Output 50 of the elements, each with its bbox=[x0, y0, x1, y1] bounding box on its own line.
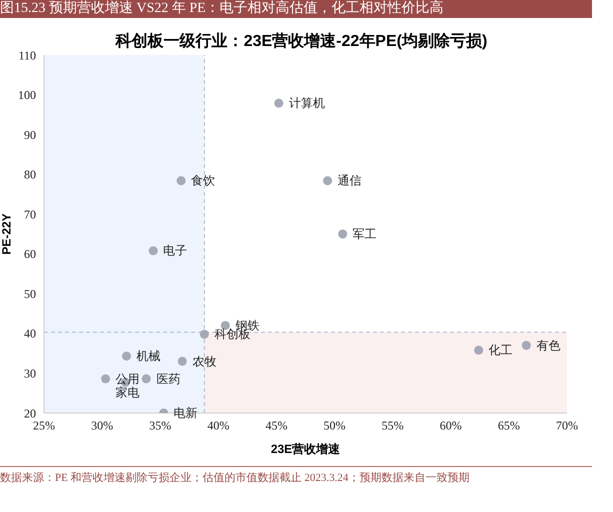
annotation: 化工 bbox=[488, 343, 513, 358]
annotation: 家电 bbox=[115, 385, 140, 400]
y-axis-title: PE-22Y bbox=[0, 213, 14, 255]
annotation: 食饮 bbox=[191, 174, 216, 188]
y-tick-label: 30 bbox=[24, 366, 36, 380]
x-tick-label: 50% bbox=[324, 418, 346, 433]
point bbox=[200, 330, 209, 339]
source-note: 数据来源：PE 和营收增速剔除亏损企业；估值的市值数据截止 2023.3.24；预期数据来自一致预期 bbox=[0, 470, 470, 486]
y-tick-label: 90 bbox=[24, 128, 36, 142]
y-tick-label: 60 bbox=[24, 247, 36, 262]
point bbox=[176, 176, 186, 186]
y-tick-label: 80 bbox=[24, 168, 36, 182]
y-tick-label: 20 bbox=[24, 406, 36, 420]
x-tick-label: 40% bbox=[207, 418, 230, 433]
x-tick-label: 70% bbox=[556, 418, 578, 433]
y-tick-label: 50 bbox=[24, 286, 36, 301]
annotation: 医药 bbox=[156, 372, 180, 386]
y-tick-label: 110 bbox=[18, 48, 36, 62]
x-axis-title: 23E营收增速 bbox=[270, 442, 342, 456]
annotation: 公用 bbox=[116, 372, 140, 386]
y-tick-label: 70 bbox=[24, 207, 36, 222]
annotation: 军工 bbox=[352, 227, 377, 241]
annotation: 农牧 bbox=[192, 354, 216, 368]
x-tick-label: 60% bbox=[440, 418, 462, 433]
y-tick-label: 40 bbox=[24, 326, 36, 341]
x-tick-label: 25% bbox=[33, 418, 55, 433]
point bbox=[122, 352, 132, 361]
point bbox=[323, 176, 332, 186]
annotation: 计算机 bbox=[288, 96, 325, 110]
y-tick-label: 100 bbox=[18, 88, 36, 102]
annotation: 机械 bbox=[136, 349, 161, 364]
point bbox=[101, 374, 110, 384]
x-tick-label: 55% bbox=[382, 418, 404, 433]
point bbox=[178, 356, 187, 366]
x-tick-label: 65% bbox=[498, 418, 520, 433]
point bbox=[338, 229, 348, 239]
annotation: 电子 bbox=[163, 244, 188, 258]
point bbox=[474, 346, 484, 355]
point bbox=[522, 340, 531, 350]
annotation: 电新 bbox=[174, 406, 198, 420]
chart-title: 图15.23 预期营收增速 VS22 年 PE：电子相对高估值，化工相对性价比高 bbox=[0, 0, 592, 18]
annotation: 有色 bbox=[536, 338, 560, 352]
x-tick-label: 30% bbox=[91, 418, 114, 433]
point bbox=[148, 246, 158, 256]
x-tick-label: 45% bbox=[265, 418, 288, 433]
point bbox=[142, 374, 151, 384]
point bbox=[274, 98, 284, 108]
annotation: 通信 bbox=[338, 174, 362, 188]
chart-subtitle: 科创板一级行业：23E营收增速-22年PE(均剔除亏损) bbox=[116, 33, 488, 50]
x-tick-label: 35% bbox=[149, 418, 172, 433]
